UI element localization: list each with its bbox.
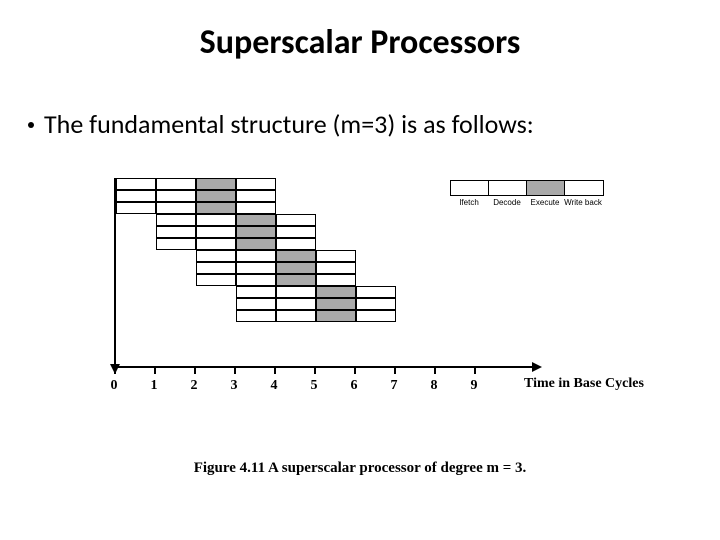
pipeline-stage-cell	[236, 190, 276, 202]
x-tick	[314, 366, 316, 374]
legend-box	[450, 180, 604, 196]
pipeline-stage-cell	[196, 190, 236, 202]
x-tick	[194, 366, 196, 374]
pipeline-stage-cell	[116, 178, 156, 190]
pipeline-stage-cell	[236, 226, 276, 238]
x-tick	[434, 366, 436, 374]
x-tick-label: 7	[384, 378, 404, 394]
pipeline-stage-cell	[236, 214, 276, 226]
x-tick	[394, 366, 396, 374]
pipeline-stage-cell	[116, 190, 156, 202]
pipeline-stage-cell	[236, 286, 276, 298]
x-tick-label: 9	[464, 378, 484, 394]
pipeline-stage-cell	[156, 238, 196, 250]
x-tick	[474, 366, 476, 374]
pipeline-stage-cell	[236, 274, 276, 286]
pipeline-stage-cell	[356, 310, 396, 322]
pipeline-stage-cell	[236, 178, 276, 190]
pipeline-stage-cell	[116, 202, 156, 214]
pipeline-row	[196, 274, 356, 286]
pipeline-row	[196, 250, 356, 262]
pipeline-stage-cell	[276, 250, 316, 262]
x-tick-label: 0	[104, 378, 124, 394]
x-tick-label: 8	[424, 378, 444, 394]
legend-cell	[451, 181, 489, 195]
pipeline-stage-cell	[236, 262, 276, 274]
pipeline-row	[196, 262, 356, 274]
pipeline-stage-cell	[196, 226, 236, 238]
pipeline-stage-cell	[276, 238, 316, 250]
pipeline-stage-cell	[156, 226, 196, 238]
pipeline-row	[116, 178, 276, 190]
pipeline-stage-cell	[276, 286, 316, 298]
pipeline-stage-cell	[196, 274, 236, 286]
pipeline-stage-cell	[196, 214, 236, 226]
x-tick	[274, 366, 276, 374]
x-tick-label: 2	[184, 378, 204, 394]
x-axis	[114, 366, 534, 368]
figure-caption: Figure 4.11 A superscalar processor of d…	[0, 460, 720, 477]
x-tick	[354, 366, 356, 374]
pipeline-stage-cell	[196, 202, 236, 214]
pipeline-row	[236, 286, 396, 298]
page-title: Superscalar Processors	[0, 22, 720, 63]
pipeline-stage-cell	[236, 238, 276, 250]
pipeline-stage-cell	[236, 202, 276, 214]
bullet-text: The fundamental structure (m=3) is as fo…	[44, 108, 534, 140]
pipeline-stage-cell	[316, 298, 356, 310]
pipeline-row	[156, 226, 316, 238]
pipeline-stage-cell	[236, 250, 276, 262]
pipeline-stage-cell	[196, 238, 236, 250]
x-axis-caption: Time in Base Cycles	[524, 376, 644, 392]
x-tick-label: 4	[264, 378, 284, 394]
x-tick	[114, 366, 116, 374]
bullet-line: The fundamental structure (m=3) is as fo…	[28, 108, 534, 140]
pipeline-stage-cell	[156, 202, 196, 214]
pipeline-stage-cell	[276, 274, 316, 286]
pipeline-stage-cell	[316, 310, 356, 322]
pipeline-stage-cell	[316, 262, 356, 274]
pipeline-row	[116, 190, 276, 202]
pipeline-stage-cell	[276, 298, 316, 310]
legend-cell	[489, 181, 527, 195]
legend-cell	[565, 181, 603, 195]
x-tick	[154, 366, 156, 374]
pipeline-stage-cell	[316, 286, 356, 298]
pipeline-stage-cell	[356, 286, 396, 298]
pipeline-row	[236, 310, 396, 322]
x-tick-label: 6	[344, 378, 364, 394]
pipeline-row	[116, 202, 276, 214]
x-tick-label: 5	[304, 378, 324, 394]
pipeline-stage-cell	[276, 214, 316, 226]
pipeline-stage-cell	[156, 214, 196, 226]
pipeline-stage-cell	[316, 274, 356, 286]
pipeline-stage-cell	[356, 298, 396, 310]
pipeline-stage-cell	[236, 310, 276, 322]
pipeline-stage-cell	[276, 310, 316, 322]
pipeline-stage-cell	[156, 178, 196, 190]
pipeline-stage-cell	[236, 298, 276, 310]
x-tick-label: 3	[224, 378, 244, 394]
x-tick	[234, 366, 236, 374]
pipeline-stage-cell	[196, 262, 236, 274]
pipeline-row	[156, 214, 316, 226]
bullet-dot	[28, 122, 34, 128]
pipeline-stage-cell	[316, 250, 356, 262]
pipeline-stage-cell	[276, 262, 316, 274]
diagram: 0123456789 Time in Base Cycles IfetchDec…	[70, 170, 650, 430]
legend-label: Write back	[560, 198, 606, 207]
x-axis-arrow-icon	[532, 362, 542, 372]
pipeline-row	[156, 238, 316, 250]
pipeline-stage-cell	[276, 226, 316, 238]
x-tick-label: 1	[144, 378, 164, 394]
pipeline-stage-cell	[196, 178, 236, 190]
pipeline-stage-cell	[156, 190, 196, 202]
pipeline-row	[236, 298, 396, 310]
legend-cell	[527, 181, 565, 195]
pipeline-stage-cell	[196, 250, 236, 262]
